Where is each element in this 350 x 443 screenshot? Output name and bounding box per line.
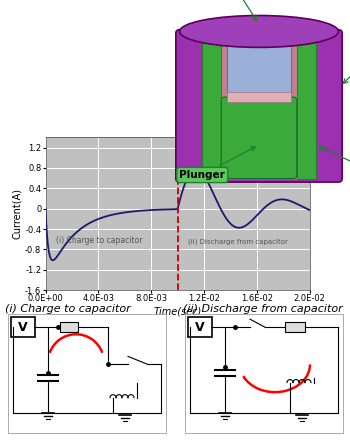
Text: V: V (18, 321, 28, 334)
Text: (ii) Discharge from capacitor: (ii) Discharge from capacitor (188, 238, 288, 245)
Text: (ii) Discharge from capacitor: (ii) Discharge from capacitor (183, 304, 343, 314)
FancyBboxPatch shape (11, 317, 35, 337)
Bar (227, 31, 291, 95)
Y-axis label: Current(A): Current(A) (12, 188, 22, 239)
Bar (285, 322, 305, 332)
Bar (8, 314, 166, 433)
Bar (202, 33, 221, 179)
Text: Core: Core (223, 0, 257, 21)
FancyBboxPatch shape (188, 317, 212, 337)
Text: Plunger: Plunger (180, 147, 255, 180)
Text: (i) Charge to capacitor: (i) Charge to capacitor (56, 236, 142, 245)
Text: Yoke: Yoke (343, 46, 350, 83)
Bar (297, 33, 316, 179)
Ellipse shape (180, 16, 338, 47)
Bar (227, 92, 291, 102)
Bar (185, 314, 343, 433)
FancyBboxPatch shape (202, 33, 316, 179)
X-axis label: Time(sec): Time(sec) (154, 306, 202, 316)
FancyBboxPatch shape (176, 30, 342, 182)
Text: (i) Charge to capacitor: (i) Charge to capacitor (5, 304, 131, 314)
Bar (60, 322, 78, 332)
Text: V: V (195, 321, 205, 334)
Text: Coil: Coil (320, 147, 350, 175)
FancyBboxPatch shape (221, 97, 297, 179)
